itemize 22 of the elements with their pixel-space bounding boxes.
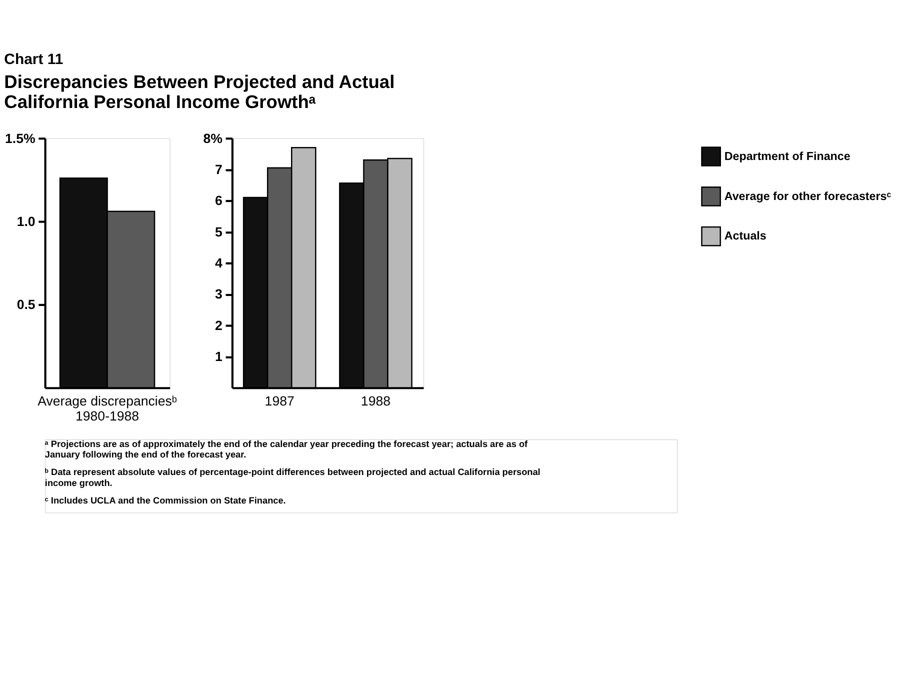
x-tick-label: 1988 [360, 394, 391, 409]
y-tick-label: 8% [203, 130, 223, 146]
x-tick-label: 1987 [264, 394, 294, 409]
y-tick-label: 7 [215, 162, 222, 177]
y-tick-label: 6 [215, 193, 222, 208]
chart-subtitle: Discrepancies Between Projected and Actual California Personal Income Growthᵃ [4, 70, 395, 112]
y-tick-label: 4 [215, 256, 224, 271]
text: ᶜ Includes UCLA and the Commission on State Finance. [44, 495, 286, 506]
y-tick-label: 1.5% [5, 130, 36, 146]
text: ᵇ Data represent absolute values of percentage-point differences between projected and actual California personal income growth. [44, 467, 540, 488]
x-tick-label: Average discrepanciesᵇ 1980-1988 [38, 394, 177, 424]
y-tick-label: 0.5 [16, 297, 36, 312]
text: ᵃ Projections are as of approximately the end of the calendar year preceding the forecast year; actuals are as of January following the end of the forecast year. [44, 438, 529, 460]
y-tick-label: 5 [215, 224, 224, 240]
legend-label: Average for other forecastersᶜ [724, 190, 892, 203]
legend-label: Actuals [724, 230, 766, 243]
y-tick-label: 1.0 [16, 214, 36, 229]
y-tick-label: 1 [215, 349, 224, 364]
chart-title: Chart 11 [4, 50, 64, 68]
y-tick-label: 3 [215, 286, 222, 302]
y-tick-label: 2 [215, 318, 222, 333]
legend-label: Department of Finance [724, 150, 851, 163]
